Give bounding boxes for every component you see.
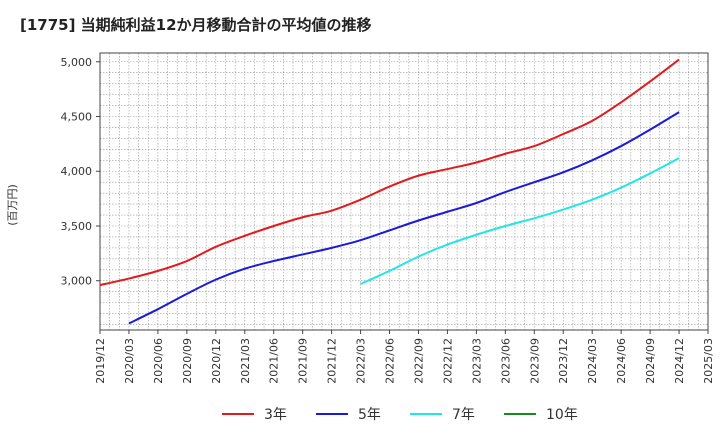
x-tick-label: 2021/06 bbox=[268, 338, 281, 384]
x-tick-label: 2024/12 bbox=[673, 338, 686, 384]
x-axis: 2019/12 2020/03 2020/06 2020/09 2020/12 2021/… bbox=[94, 330, 715, 384]
x-tick-label: 2021/12 bbox=[326, 338, 339, 384]
series-line-0 bbox=[99, 58, 680, 287]
y-axis-label: (百万円) bbox=[6, 184, 19, 226]
y-tick-label: 4,000 bbox=[61, 165, 93, 178]
x-tick-label: 2023/06 bbox=[499, 338, 512, 384]
plot-area bbox=[99, 52, 709, 331]
x-tick-label: 2021/03 bbox=[239, 338, 252, 384]
x-tick-label: 2022/09 bbox=[412, 338, 425, 384]
x-tick-label: 2019/12 bbox=[94, 338, 107, 384]
legend-label-0: 3年 bbox=[264, 407, 287, 423]
x-tick-label: 2021/09 bbox=[297, 338, 310, 384]
legend-label-2: 7年 bbox=[452, 407, 475, 423]
series-line-1 bbox=[128, 111, 680, 325]
series-line-2 bbox=[360, 157, 680, 285]
grid bbox=[99, 53, 709, 330]
chart-title: [1775] 当期純利益12か月移動合計の平均値の推移 bbox=[20, 16, 372, 34]
y-tick-label: 3,500 bbox=[61, 220, 93, 233]
x-tick-label: 2024/06 bbox=[615, 338, 628, 384]
legend: 3年 5年 7年 10年 bbox=[222, 407, 578, 423]
x-tick-label: 2022/12 bbox=[441, 338, 454, 384]
x-tick-label: 2023/09 bbox=[528, 338, 541, 384]
legend-label-3: 10年 bbox=[546, 407, 578, 423]
x-tick-label: 2024/03 bbox=[586, 338, 599, 384]
x-tick-label: 2022/03 bbox=[355, 338, 368, 384]
x-tick-label: 2020/03 bbox=[123, 338, 136, 384]
y-axis: 3,000 3,500 4,000 4,500 5,000 bbox=[61, 56, 100, 288]
y-tick-label: 3,000 bbox=[61, 275, 93, 288]
x-tick-label: 2023/03 bbox=[470, 338, 483, 384]
series-lines bbox=[99, 58, 680, 325]
x-tick-label: 2024/09 bbox=[644, 338, 657, 384]
x-tick-label: 2025/03 bbox=[702, 338, 715, 384]
x-tick-label: 2022/06 bbox=[384, 338, 397, 384]
legend-label-1: 5年 bbox=[358, 407, 381, 423]
x-tick-label: 2020/12 bbox=[210, 338, 223, 384]
x-tick-label: 2020/09 bbox=[181, 338, 194, 384]
x-tick-label: 2020/06 bbox=[152, 338, 165, 384]
y-tick-label: 5,000 bbox=[61, 56, 93, 69]
x-tick-label: 2023/12 bbox=[557, 338, 570, 384]
y-tick-label: 4,500 bbox=[61, 111, 93, 124]
